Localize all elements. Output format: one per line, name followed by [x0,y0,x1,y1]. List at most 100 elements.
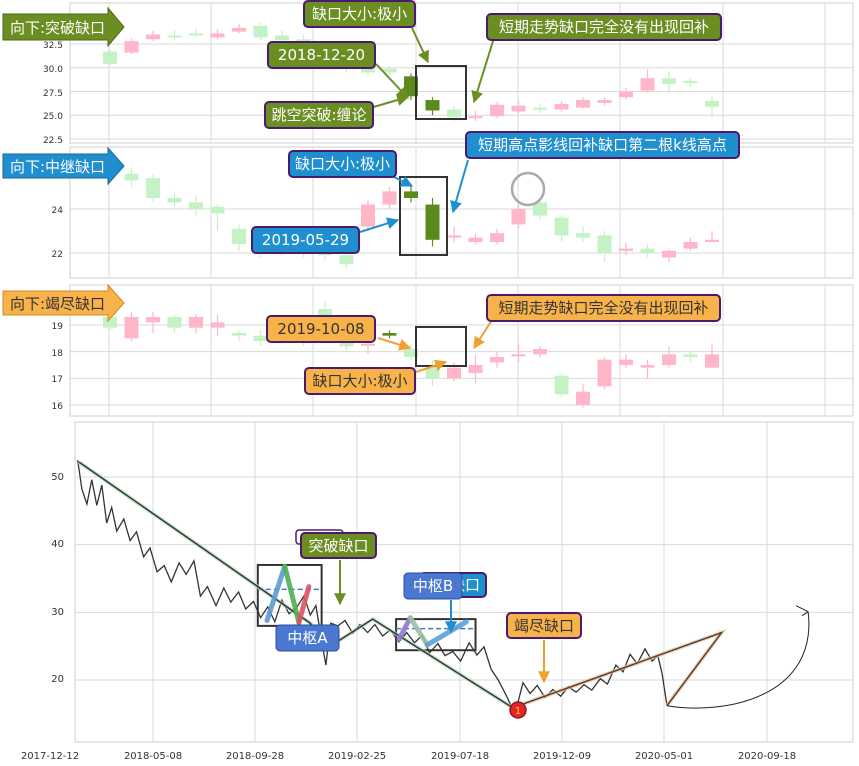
panel1-grid [70,3,853,143]
p2-ytick-1: 22 [52,250,63,260]
p2-arrow-desc [450,159,469,214]
p1-body-28 [705,101,719,107]
p3-body-1 [124,317,139,339]
p3-candle-26 [662,346,676,368]
p3-candle-23 [597,357,612,389]
p2-candle-5 [210,204,225,231]
p4-ytick-2: 30 [51,607,64,618]
p3-body-17 [468,365,483,373]
p1-candle-2 [146,30,160,42]
p2-body-21 [554,217,569,236]
p1-candle-15 [425,97,440,116]
p1-candle-22 [576,97,590,109]
p2-body-2 [146,178,160,198]
p3-desc-label: 短期走势缺口完全没有出现回补 [498,299,708,317]
p3-candle-5 [210,314,225,336]
p1-candle-28 [705,97,719,119]
p2-candle-15 [425,198,440,247]
p4-xtick-6: 2020-05-01 [635,751,693,762]
p2-body-12 [361,204,375,227]
p2-ytick-0: 24 [52,206,64,216]
p1-body-6 [232,27,246,32]
projection-tick-a [795,605,809,613]
p1-body-26 [662,78,676,84]
p3-body-7 [253,335,268,341]
panel1-tag: 向下:突破缺口 [2,6,125,48]
p4-xtick-1: 2018-05-08 [124,751,182,762]
p1-body-4 [189,33,203,36]
p1-body-1 [124,41,139,53]
p3-body-18 [490,357,504,363]
p2-candle-17 [468,233,483,245]
p2-date-box [251,226,360,254]
panel-breakaway-gap: 32.5 30.0 27.5 25.0 22.5 向下:突破缺口 缺口大小:极小… [2,0,854,146]
bi-segment-3 [396,615,413,642]
p3-ytick-1: 18 [52,349,64,359]
p4-gap-label-box [300,532,377,559]
p3-candle-18 [490,351,504,368]
p2-body-22 [576,233,590,238]
panel3-tag: 向下:竭尽缺口 [2,283,125,323]
p1-jump-label: 跳空突破:缠论 [271,106,366,124]
p4-exhaust-label-box [506,612,582,639]
p3-body-6 [232,333,246,336]
p4-zsA-label: 中枢A [287,629,328,647]
p3-candle-4 [189,314,203,333]
p2-body-28 [705,239,719,242]
p1-body-5 [210,33,225,38]
panel4-grid [75,422,853,742]
panel1-yticks: 32.5 30.0 27.5 25.0 22.5 [43,41,63,146]
p2-candle-3 [167,191,182,209]
p1-body-15 [425,100,440,111]
p2-candle-24 [619,242,633,256]
p4-signal-badge-text: 1 [515,706,521,717]
p3-body-16 [447,367,461,379]
panel2-candles [103,165,719,269]
p3-body-27 [683,354,698,357]
p2-desc-label: 短期高点影线回补缺口第二根k线高点 [478,136,727,154]
p1-candle-17 [468,110,483,121]
p3-body-5 [210,322,225,328]
p2-candle-14 [404,184,418,203]
p3-body-26 [662,354,676,365]
p1-candle-4 [189,28,203,38]
p4-gap-label: 突破缺口 [308,537,368,555]
p3-arrow-desc [473,319,493,350]
p1-candle-7 [253,22,268,41]
p2-body-27 [683,242,698,249]
p1-body-23 [597,100,612,103]
p3-body-24 [619,359,633,365]
panel1-frame [69,2,854,144]
p3-size-label: 缺口大小:极小 [312,372,407,390]
p3-candle-20 [533,346,547,357]
p2-date-label: 2019-05-29 [262,231,349,249]
p4-exhaust-label: 竭尽缺口 [514,617,574,635]
p2-body-16 [447,235,461,238]
p2-body-10 [318,253,332,256]
p3-arrow-size [415,359,448,373]
p1-candle-5 [210,29,225,40]
p1-size-label: 缺口大小:极小 [312,5,407,23]
p1-candle-26 [662,71,676,94]
p4-ytick-0: 50 [51,472,64,483]
p2-body-23 [597,235,612,253]
p1-candle-20 [533,103,547,114]
p2-body-5 [210,206,225,214]
p4-xtick-3: 2019-02-25 [328,751,386,762]
p3-gap-box [415,326,467,367]
p1-body-19 [511,105,526,112]
panel4-frame [74,421,854,743]
p1-body-22 [576,100,590,108]
p3-body-3 [167,317,182,328]
p1-candle-3 [167,29,182,41]
p3-body-13 [382,333,397,336]
p3-body-14 [404,349,418,357]
panel1-tag-text: 向下:突破缺口 [10,19,105,37]
p1-body-24 [619,91,633,98]
panel-exhaustion-gap: 19 18 17 16 向下:竭尽缺口 2019-10-08 缺口大小:极小 短… [2,283,854,417]
p3-candle-3 [167,314,182,333]
p2-body-26 [662,250,676,258]
p3-candle-17 [468,354,483,384]
p2-gap-box [399,176,448,256]
